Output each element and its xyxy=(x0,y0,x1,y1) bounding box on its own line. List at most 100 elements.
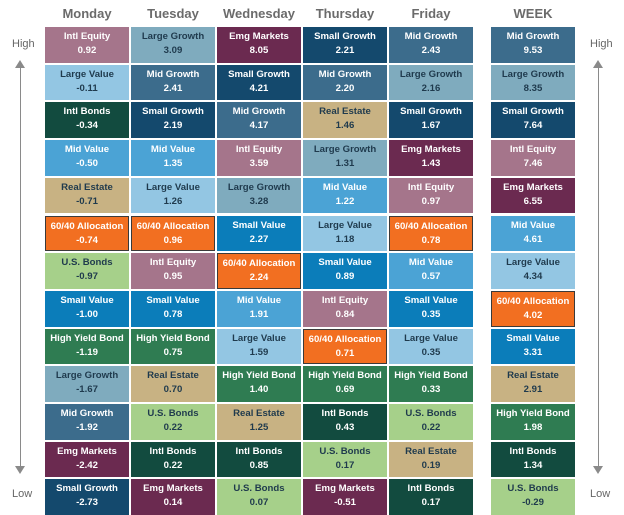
quilt-cell: Real Estate 0.70 xyxy=(131,366,215,402)
column-header-4: Friday xyxy=(411,6,451,21)
cell-asset-label: 60/40 Allocation xyxy=(50,220,124,232)
quilt-cell: U.S. Bonds -0.29 xyxy=(491,479,575,515)
cell-return-value: 0.85 xyxy=(249,459,269,471)
quilt-cell: U.S. Bonds 0.22 xyxy=(389,404,473,440)
quilt-cell: Large Growth -1.67 xyxy=(45,366,129,402)
quilt-cell: Large Value 0.35 xyxy=(389,328,473,365)
quilt-cell: 60/40 Allocation 0.78 xyxy=(389,215,473,252)
cell-asset-label: Small Growth xyxy=(228,68,290,80)
cell-return-value: -1.19 xyxy=(76,346,98,358)
cell-return-value: 4.17 xyxy=(249,120,269,132)
quilt-cell: Small Value 3.31 xyxy=(491,328,575,365)
cell-asset-label: Large Growth xyxy=(227,181,291,193)
cell-asset-label: U.S. Bonds xyxy=(405,408,457,419)
cell-asset-label: Small Value xyxy=(404,294,458,306)
cell-asset-label: U.S. Bonds xyxy=(147,408,199,419)
cell-return-value: 0.95 xyxy=(163,271,183,283)
quilt-cell: Small Growth 2.19 xyxy=(131,102,215,139)
cell-asset-label: Intl Equity xyxy=(321,294,369,306)
arrow-up-right-icon xyxy=(593,60,603,68)
cell-return-value: 1.91 xyxy=(249,308,269,320)
quilt-cell: Real Estate -0.71 xyxy=(45,177,129,214)
cell-asset-label: Small Value xyxy=(318,257,372,269)
column-header-5: WEEK xyxy=(513,6,553,21)
cell-return-value: 0.35 xyxy=(421,308,441,320)
arrow-down-right-icon xyxy=(593,466,603,474)
cell-asset-label: Intl Equity xyxy=(407,181,455,193)
quilt-cell: Emg Markets 8.05 xyxy=(217,27,301,63)
cell-return-value: 1.31 xyxy=(335,158,355,170)
cell-return-value: 1.46 xyxy=(335,120,355,132)
cell-return-value: 2.16 xyxy=(421,82,441,94)
cell-return-value: 2.27 xyxy=(249,233,269,245)
axis-line-left xyxy=(20,68,21,466)
quilt-cell: Mid Value 4.61 xyxy=(491,215,575,252)
cell-asset-label: Intl Bonds xyxy=(321,408,369,419)
quilt-cell: High Yield Bond 1.40 xyxy=(217,366,301,402)
quilt-cell: Large Growth 3.28 xyxy=(217,177,301,214)
cell-asset-label: Small Growth xyxy=(400,106,462,118)
cell-asset-label: Mid Value xyxy=(322,181,368,193)
quilt-cell: Mid Growth 9.53 xyxy=(491,27,575,63)
column-header-1: Tuesday xyxy=(147,6,199,21)
cell-return-value: 3.09 xyxy=(163,45,183,56)
cell-asset-label: Large Value xyxy=(60,68,114,80)
quilt-cell: Mid Value 1.22 xyxy=(303,177,387,214)
cell-return-value: 0.33 xyxy=(421,384,441,396)
quilt-cell: Large Growth 1.31 xyxy=(303,140,387,176)
quilt-cell: Large Value 1.26 xyxy=(131,177,215,214)
cell-asset-label: Large Growth xyxy=(501,68,565,80)
cell-return-value: 0.35 xyxy=(421,346,441,358)
cell-asset-label: Real Estate xyxy=(405,445,457,457)
cell-asset-label: Real Estate xyxy=(233,408,285,419)
cell-return-value: 0.92 xyxy=(77,45,97,56)
cell-asset-label: Large Value xyxy=(232,332,286,344)
cell-return-value: 1.22 xyxy=(335,195,355,207)
cell-asset-label: Mid Growth xyxy=(318,68,372,80)
cell-asset-label: Large Value xyxy=(146,181,200,193)
cell-return-value: 0.57 xyxy=(421,271,441,283)
cell-return-value: 0.17 xyxy=(335,459,355,471)
cell-asset-label: Mid Growth xyxy=(506,31,560,42)
quilt-cell: Mid Growth -1.92 xyxy=(45,404,129,440)
quilt-cell: Large Value 1.59 xyxy=(217,328,301,365)
quilt-cell: Emg Markets 1.43 xyxy=(389,140,473,176)
quilt-cell: 60/40 Allocation -0.74 xyxy=(45,215,129,252)
cell-return-value: 0.78 xyxy=(421,234,441,246)
cell-asset-label: High Yield Bond xyxy=(496,408,570,419)
cell-return-value: 6.55 xyxy=(523,195,543,207)
cell-asset-label: High Yield Bond xyxy=(222,370,296,382)
cell-asset-label: Mid Growth xyxy=(404,31,458,42)
cell-return-value: 1.35 xyxy=(163,158,183,170)
quilt-cell: 60/40 Allocation 0.71 xyxy=(303,328,387,365)
cell-return-value: -0.74 xyxy=(76,234,98,246)
quilt-cell: Small Value 0.35 xyxy=(389,290,473,327)
cell-asset-label: Large Growth xyxy=(399,68,463,80)
column-header-0: Monday xyxy=(62,6,112,21)
quilt-cell: Intl Bonds 0.17 xyxy=(389,479,473,515)
cell-return-value: -0.34 xyxy=(76,120,98,132)
column-header-3: Thursday xyxy=(315,6,375,21)
cell-return-value: 0.71 xyxy=(335,347,355,359)
cell-asset-label: U.S. Bonds xyxy=(233,483,285,495)
cell-asset-label: 60/40 Allocation xyxy=(136,220,210,232)
quilt-cell: Small Growth 7.64 xyxy=(491,102,575,139)
cell-return-value: 0.07 xyxy=(249,497,269,509)
cell-asset-label: Large Value xyxy=(506,257,560,269)
cell-return-value: 2.19 xyxy=(163,120,183,132)
quilt-cell: High Yield Bond 1.98 xyxy=(491,404,575,440)
cell-return-value: -0.50 xyxy=(76,158,98,170)
cell-return-value: 0.70 xyxy=(163,384,183,396)
cell-asset-label: Small Value xyxy=(232,219,286,231)
cell-return-value: -2.42 xyxy=(76,459,98,471)
quilt-cell: Mid Growth 4.17 xyxy=(217,102,301,139)
cell-return-value: 0.43 xyxy=(335,422,355,433)
quilt-cell: Small Growth 4.21 xyxy=(217,64,301,101)
cell-asset-label: Large Growth xyxy=(313,144,377,156)
cell-asset-label: High Yield Bond xyxy=(136,332,210,344)
quilt-cell: Intl Equity 3.59 xyxy=(217,140,301,176)
quilt-cell: Emg Markets -2.42 xyxy=(45,441,129,478)
quilt-cell: Real Estate 2.91 xyxy=(491,366,575,402)
cell-asset-label: Real Estate xyxy=(61,181,113,193)
